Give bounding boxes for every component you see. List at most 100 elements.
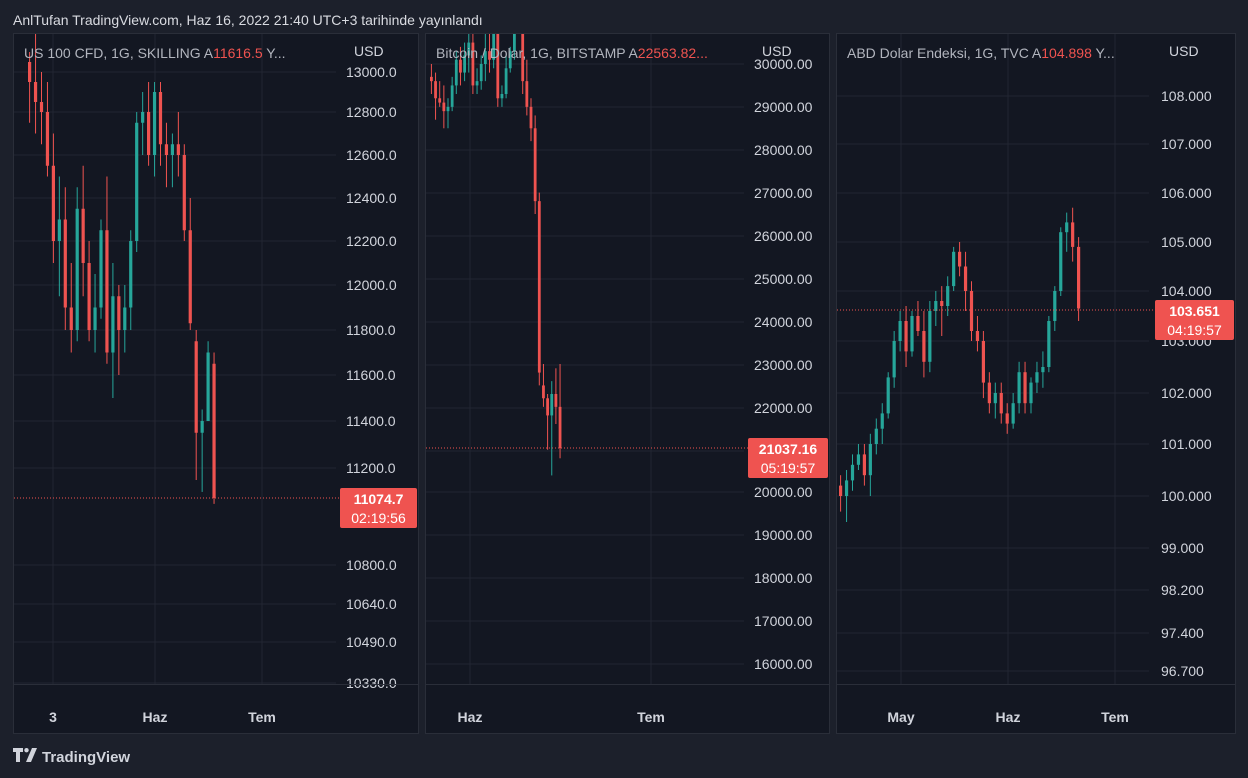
candlestick-chart-us100[interactable]: 13000.0 12800.0 12600.0 12400.0 12200.0 12000… <box>14 34 419 734</box>
y-tick-label: 10640.0 <box>346 596 397 612</box>
candle <box>33 34 38 134</box>
candle-countdown: 04:19:57 <box>1167 322 1222 338</box>
y-tick-label: 10330.0 <box>346 675 397 691</box>
y-tick-label: 24000.00 <box>754 314 813 330</box>
x-tick-label: Tem <box>248 709 276 725</box>
candle <box>946 276 950 316</box>
x-tick-label: Haz <box>143 709 168 725</box>
y-tick-label: 12000.0 <box>346 277 397 293</box>
candle <box>450 76 454 112</box>
chart-panel-dxy[interactable]: ABD Dolar Endeksi, 1G, TVC A104.898 Y...… <box>836 33 1236 734</box>
candlestick-chart-bitcoin[interactable]: 30000.00 29000.00 28000.00 27000.00 26000.00… <box>426 34 830 734</box>
y-tick-label: 106.000 <box>1161 185 1212 201</box>
candle <box>969 281 974 341</box>
candle <box>459 46 462 86</box>
legend-value: 22563.82... <box>637 45 708 61</box>
candle <box>1011 393 1015 429</box>
candle <box>850 454 855 491</box>
candle <box>57 176 61 297</box>
candle <box>93 274 97 353</box>
candle <box>496 34 500 107</box>
candle <box>475 68 479 94</box>
candle <box>1047 316 1051 373</box>
candle <box>504 55 508 99</box>
candle <box>467 34 471 73</box>
y-tick-label: 105.000 <box>1161 234 1212 250</box>
candle <box>928 301 932 373</box>
candle <box>868 433 872 496</box>
candle-countdown: 02:19:56 <box>351 510 406 526</box>
y-tick-label: 25000.00 <box>754 271 813 287</box>
candle <box>916 301 920 336</box>
candle <box>1017 361 1021 414</box>
candle <box>987 372 991 414</box>
chart-legend[interactable]: Bitcoin / Dolar, 1G, BITSTAMP A22563.82.… <box>436 45 708 61</box>
candle <box>188 198 192 330</box>
chart-legend[interactable]: US 100 CFD, 1G, SKILLING A11616.5 Y... <box>24 45 286 61</box>
candle <box>492 34 496 69</box>
last-price-badge <box>340 488 417 528</box>
candle <box>1077 237 1081 321</box>
legend-tail: Y... <box>1091 45 1115 61</box>
candle <box>479 55 483 90</box>
y-tick-label: 101.000 <box>1161 436 1212 452</box>
candle <box>129 230 133 330</box>
y-tick-label: 19000.00 <box>754 527 813 543</box>
candle <box>975 316 980 352</box>
candle <box>123 285 127 353</box>
page-title: AnlTufan TradingView.com, Haz 16, 2022 2… <box>13 12 483 28</box>
candle <box>212 352 216 504</box>
x-tick-label: Tem <box>637 709 665 725</box>
candle <box>200 409 204 492</box>
y-tick-label: 27000.00 <box>754 185 813 201</box>
candle <box>430 64 433 94</box>
y-tick-label: 28000.00 <box>754 142 813 158</box>
legend-symbol: Bitcoin / Dolar, 1G, BITSTAMP A <box>436 45 638 61</box>
legend-value: 11616.5 <box>213 45 263 61</box>
candle <box>446 98 450 129</box>
candle <box>542 364 545 407</box>
candle-countdown: 05:19:57 <box>761 460 816 476</box>
y-tick-label: 104.000 <box>1161 283 1212 299</box>
candle <box>993 382 997 419</box>
candle <box>537 192 541 386</box>
chart-panel-us100[interactable]: US 100 CFD, 1G, SKILLING A11616.5 Y... 1… <box>13 33 419 734</box>
candle <box>164 122 169 188</box>
candle <box>158 82 163 166</box>
candle <box>546 394 549 450</box>
y-tick-label: 30000.00 <box>754 56 813 72</box>
y-tick-label: 12200.0 <box>346 233 397 249</box>
candle <box>1041 351 1045 388</box>
candle <box>910 311 914 357</box>
chart-panel-bitcoin[interactable]: Bitcoin / Dolar, 1G, BITSTAMP A22563.82.… <box>425 33 830 734</box>
candle <box>1065 212 1069 252</box>
x-tick-label: Tem <box>1101 709 1129 725</box>
candle <box>434 72 437 120</box>
last-price-value: 21037.16 <box>759 441 818 457</box>
candle <box>981 331 985 399</box>
candle <box>69 263 73 353</box>
currency-label: USD <box>1169 43 1199 59</box>
candle <box>892 331 896 388</box>
candle <box>454 51 458 94</box>
candle <box>533 115 537 214</box>
candle <box>500 85 504 107</box>
candle <box>438 81 442 107</box>
candle <box>141 92 145 155</box>
candle <box>999 382 1003 424</box>
y-tick-label: 102.000 <box>1161 385 1212 401</box>
x-tick-label: Haz <box>996 709 1021 725</box>
chart-legend[interactable]: ABD Dolar Endeksi, 1G, TVC A104.898 Y... <box>847 45 1115 61</box>
candlestick-chart-dxy[interactable]: 108.000107.000106.000105.000104.000103.0… <box>837 34 1236 734</box>
footer-brand[interactable]: TradingView <box>13 746 130 768</box>
candle <box>28 52 32 123</box>
candle <box>1005 403 1009 434</box>
y-tick-label: 10800.0 <box>346 557 397 573</box>
y-tick-label: 11200.0 <box>346 460 396 476</box>
last-price-badge <box>1155 300 1234 340</box>
x-tick-label: May <box>887 709 914 725</box>
candle <box>147 82 151 166</box>
candle <box>554 368 558 424</box>
x-tick-label: Haz <box>458 709 483 725</box>
y-tick-label: 97.400 <box>1161 625 1204 641</box>
